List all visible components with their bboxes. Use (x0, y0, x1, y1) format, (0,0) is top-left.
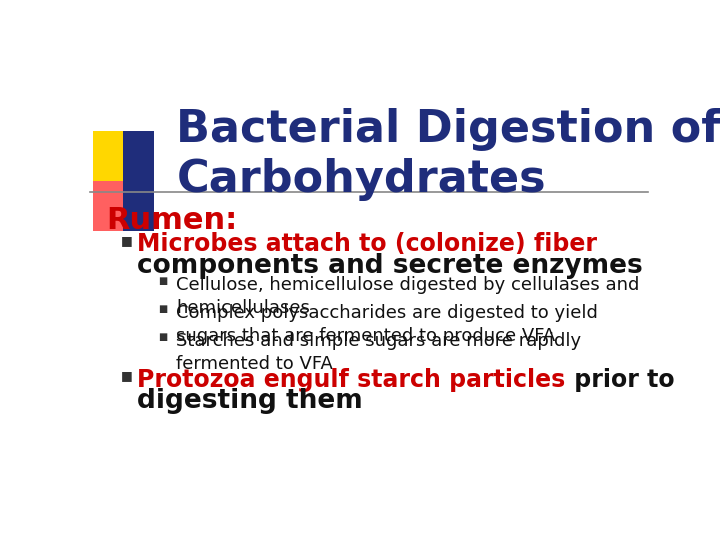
Text: Cellulose, hemicellulose digested by cellulases and
hemicellulases: Cellulose, hemicellulose digested by cel… (176, 275, 640, 316)
Text: ■: ■ (121, 369, 132, 382)
Text: ■: ■ (158, 332, 167, 342)
Text: prior to: prior to (566, 368, 675, 392)
Text: Rumen:: Rumen: (107, 206, 238, 235)
FancyBboxPatch shape (93, 131, 124, 181)
Text: Starches and simple sugars are more rapidly
fermented to VFA: Starches and simple sugars are more rapi… (176, 332, 582, 373)
Text: ■: ■ (158, 304, 167, 314)
Text: Microbes attach to (colonize) fiber: Microbes attach to (colonize) fiber (138, 232, 598, 256)
Text: components and secrete enzymes: components and secrete enzymes (138, 253, 643, 279)
Text: Bacterial Digestion of
Carbohydrates: Bacterial Digestion of Carbohydrates (176, 109, 720, 201)
Text: ■: ■ (121, 234, 132, 247)
Text: digesting them: digesting them (138, 388, 363, 414)
Text: ■: ■ (158, 275, 167, 286)
FancyBboxPatch shape (124, 131, 154, 181)
FancyBboxPatch shape (93, 181, 124, 231)
FancyBboxPatch shape (124, 181, 154, 231)
Text: Protozoa engulf starch particles: Protozoa engulf starch particles (138, 368, 566, 392)
Text: Complex polysaccharides are digested to yield
sugars that are fermented to produ: Complex polysaccharides are digested to … (176, 304, 598, 345)
